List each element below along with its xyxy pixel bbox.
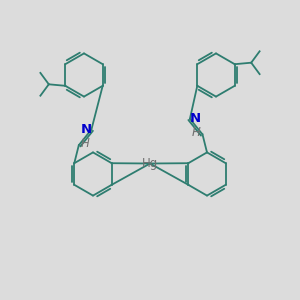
Text: N: N xyxy=(190,112,201,125)
Text: Hg: Hg xyxy=(142,157,158,170)
Text: N: N xyxy=(80,123,92,136)
Text: H: H xyxy=(191,126,200,139)
Text: H: H xyxy=(81,137,90,150)
